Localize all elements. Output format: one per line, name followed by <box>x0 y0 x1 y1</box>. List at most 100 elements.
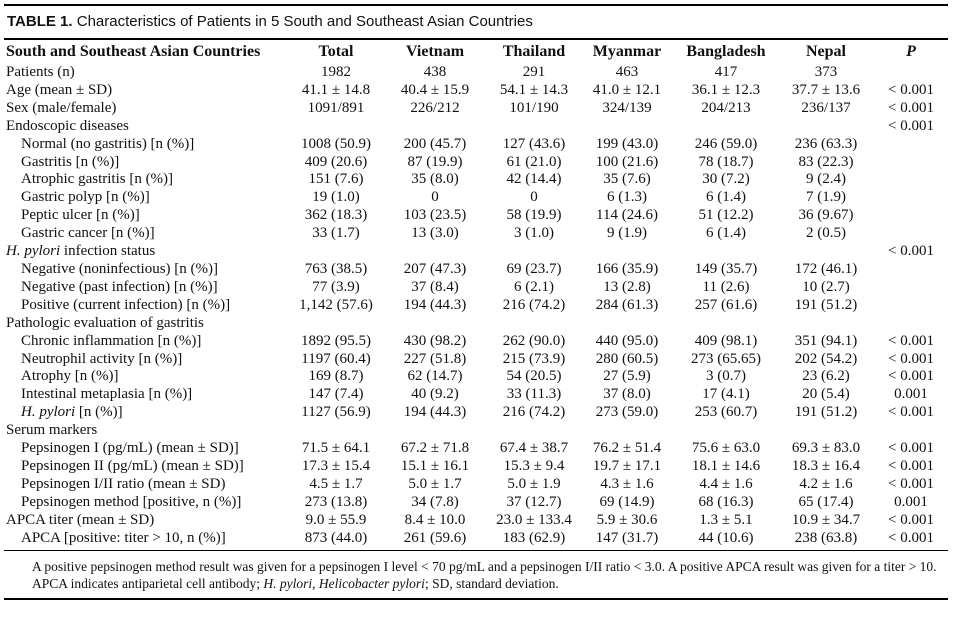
value-cell: 151 (7.6) <box>308 171 364 188</box>
p-value-cell <box>874 225 948 243</box>
value-cell: 37 (12.7) <box>506 493 562 510</box>
value-cell: 13 (2.8) <box>603 278 651 295</box>
value-cell: 149 (35.7) <box>694 260 758 277</box>
row-label: H. pylori infection status <box>4 243 290 261</box>
p-value-cell <box>874 64 948 82</box>
value-cell: 35 (8.0) <box>411 171 459 188</box>
value-cell <box>580 422 674 440</box>
value-cell: 172 (46.1) <box>794 260 858 277</box>
value-cell: 35 (7.6) <box>603 171 651 188</box>
row-label: Sex (male/female) <box>6 99 117 116</box>
value-cell: 430 (98.2) <box>403 332 467 349</box>
row-label: Chronic inflammation [n (%)] <box>21 332 202 349</box>
caption-label: TABLE 1. <box>7 13 73 30</box>
table-row: H. pylori infection status < 0.001 <box>4 243 948 261</box>
value-cell: 41.0 ± 12.1 <box>592 81 662 98</box>
value-cell: 78 (18.7) <box>698 153 754 170</box>
table-footnotes: A positive pepsinogen method result was … <box>4 551 948 598</box>
value-cell <box>488 422 580 440</box>
p-value-cell: 0.001 <box>894 493 928 510</box>
value-cell: 409 (98.1) <box>694 332 758 349</box>
table-row: Patients (n) 1982 438 291 463 417 373 <box>4 64 948 82</box>
value-cell: 20 (5.4) <box>802 386 850 403</box>
value-cell: 417 <box>714 64 738 80</box>
value-cell: 69.3 ± 83.0 <box>791 440 861 457</box>
p-value-cell: < 0.001 <box>888 511 934 528</box>
value-cell: 40 (9.2) <box>411 386 459 403</box>
value-cell: 36 (9.67) <box>798 207 854 224</box>
value-cell: 36.1 ± 12.3 <box>691 81 761 98</box>
footnote-text: H. pylori <box>263 576 313 592</box>
p-value-cell <box>874 315 948 333</box>
caption-text: Characteristics of Patients in 5 South a… <box>76 13 533 30</box>
row-label: Normal (no gastritis) [n (%)] <box>21 135 195 152</box>
value-cell: 27 (5.9) <box>603 368 651 385</box>
value-cell <box>290 243 382 261</box>
value-cell: 3 (1.0) <box>514 225 554 242</box>
header-cell: Vietnam <box>405 43 465 60</box>
value-cell: 7 (1.9) <box>806 189 846 206</box>
value-cell: 6 (2.1) <box>514 278 554 295</box>
value-cell <box>488 315 580 333</box>
table-row: Gastric cancer [n (%)] 33 (1.7) 13 (3.0) 3 … <box>4 225 948 243</box>
table-row: APCA [positive: titer > 10, n (%)] 873 (4… <box>4 530 948 548</box>
table-row: Age (mean ± SD) 41.1 ± 14.8 40.4 ± 15.9 54.… <box>4 82 948 100</box>
value-cell: 169 (8.7) <box>308 368 364 385</box>
value-cell: 30 (7.2) <box>702 171 750 188</box>
value-cell: 5.0 ± 1.7 <box>408 475 462 492</box>
value-cell: 1091/891 <box>307 99 365 116</box>
value-cell: 77 (3.9) <box>312 278 360 295</box>
value-cell: 216 (74.2) <box>502 296 566 313</box>
value-cell: 68 (16.3) <box>698 493 754 510</box>
header-cell: Bangladesh <box>686 43 766 60</box>
value-cell: 75.6 ± 63.0 <box>691 440 761 457</box>
value-cell: 291 <box>522 64 546 80</box>
value-cell: 4.5 ± 1.7 <box>309 475 363 492</box>
value-cell: 0 <box>431 189 439 206</box>
value-cell: 227 (51.8) <box>403 350 467 367</box>
p-value-cell: < 0.001 <box>888 440 934 457</box>
value-cell: 147 (7.4) <box>308 386 364 403</box>
row-label: Patients (n) <box>6 64 75 80</box>
value-cell: 273 (65.65) <box>691 350 761 367</box>
value-cell: 33 (11.3) <box>506 386 562 403</box>
value-cell: 100 (21.6) <box>595 153 659 170</box>
value-cell: 71.5 ± 64.1 <box>301 440 371 457</box>
value-cell: 409 (20.6) <box>304 153 368 170</box>
footnote-2: APCA indicates antiparietal cell antibod… <box>8 575 944 592</box>
value-cell: 103 (23.5) <box>403 207 467 224</box>
table-row: Pepsinogen I/II ratio (mean ± SD) 4.5 ± 1… <box>4 476 948 494</box>
value-cell: 19 (1.0) <box>312 189 360 206</box>
value-cell: 65 (17.4) <box>798 493 854 510</box>
footnote-1: A positive pepsinogen method result was … <box>32 559 937 575</box>
value-cell <box>674 243 778 261</box>
value-cell: 54.1 ± 14.3 <box>499 81 569 98</box>
table-row: Atrophic gastritis [n (%)] 151 (7.6) 35 (8… <box>4 171 948 189</box>
value-cell: 4.3 ± 1.6 <box>600 475 654 492</box>
row-label: APCA [positive: titer > 10, n (%)] <box>21 529 226 546</box>
p-value-cell <box>874 279 948 297</box>
header-cell: Nepal <box>806 43 846 60</box>
value-cell: 6 (1.4) <box>706 225 746 242</box>
value-cell <box>382 315 488 333</box>
row-label: Pepsinogen method [positive, n (%)] <box>21 493 242 510</box>
row-label-rest: [n (%)] <box>75 404 123 421</box>
row-label: Atrophy [n (%)] <box>21 368 119 385</box>
header-cell: South and Southeast Asian Countries <box>6 43 261 60</box>
header-row: South and Southeast Asian Countries Tota… <box>4 40 948 64</box>
value-cell: 9 (1.9) <box>607 225 647 242</box>
row-label: Negative (past infection) [n (%)] <box>21 278 218 295</box>
p-value-cell: < 0.001 <box>888 457 934 474</box>
value-cell: 147 (31.7) <box>595 529 659 546</box>
footnote-text: APCA indicates antiparietal cell antibod… <box>32 576 264 592</box>
patient-characteristics-table: South and Southeast Asian Countries Tota… <box>4 40 948 547</box>
row-label: Gastric polyp [n (%)] <box>21 189 150 206</box>
value-cell: 4.2 ± 1.6 <box>799 475 853 492</box>
value-cell: 5.9 ± 30.6 <box>596 511 658 528</box>
value-cell <box>778 243 874 261</box>
value-cell: 238 (63.8) <box>794 529 858 546</box>
value-cell: 280 (60.5) <box>595 350 659 367</box>
table-row: Pepsinogen I (pg/mL) (mean ± SD)] 71.5 ± … <box>4 440 948 458</box>
row-label: Peptic ulcer [n (%)] <box>21 207 140 224</box>
value-cell: 5.0 ± 1.9 <box>507 475 561 492</box>
